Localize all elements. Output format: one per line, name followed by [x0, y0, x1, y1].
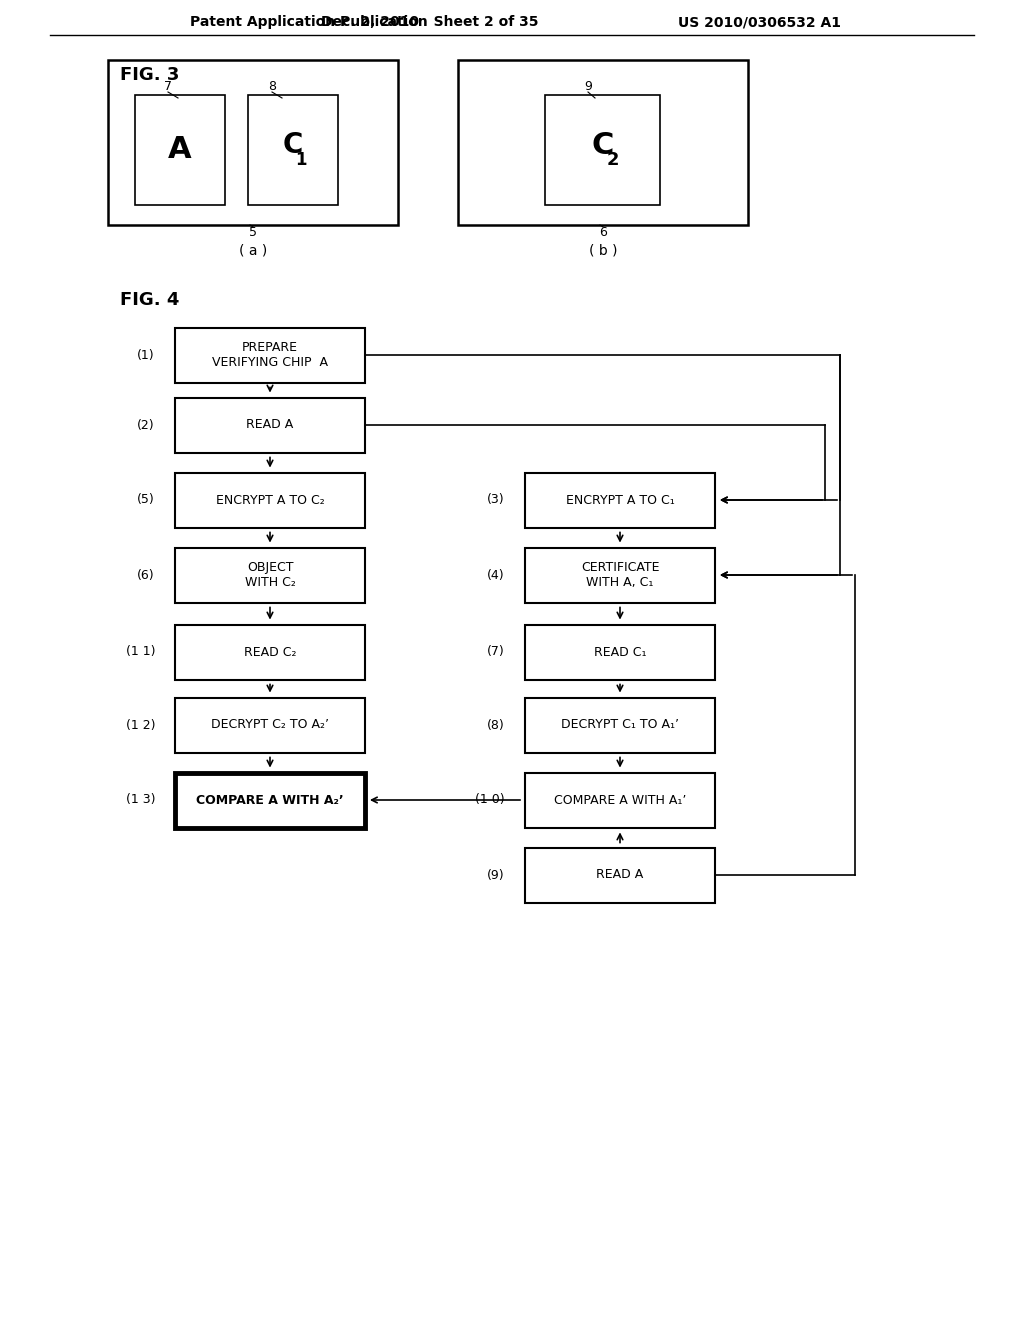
Text: (2): (2)	[137, 418, 155, 432]
Text: 1: 1	[295, 150, 307, 169]
Bar	[175, 397, 365, 453]
Text: (4): (4)	[487, 569, 505, 582]
Bar	[175, 624, 365, 680]
Text: Patent Application Publication: Patent Application Publication	[190, 15, 428, 29]
Bar	[135, 95, 225, 205]
Bar	[248, 95, 338, 205]
Bar	[525, 473, 715, 528]
Text: ENCRYPT A TO C₁: ENCRYPT A TO C₁	[565, 494, 675, 507]
Text: (1 3): (1 3)	[126, 793, 155, 807]
Text: DECRYPT C₁ TO A₁’: DECRYPT C₁ TO A₁’	[561, 718, 679, 731]
Text: COMPARE A WITH A₁’: COMPARE A WITH A₁’	[554, 793, 686, 807]
Bar	[525, 624, 715, 680]
Text: READ C₂: READ C₂	[244, 645, 296, 659]
Text: 9: 9	[584, 81, 592, 94]
Text: PREPARE
VERIFYING CHIP  A: PREPARE VERIFYING CHIP A	[212, 341, 328, 370]
Bar	[175, 697, 365, 752]
Text: ( b ): ( b )	[589, 243, 617, 257]
Bar	[545, 95, 660, 205]
Bar	[175, 548, 365, 602]
Text: 5: 5	[249, 227, 257, 239]
Bar	[525, 697, 715, 752]
Text: READ A: READ A	[247, 418, 294, 432]
Bar	[175, 473, 365, 528]
Text: US 2010/0306532 A1: US 2010/0306532 A1	[679, 15, 842, 29]
Text: 6: 6	[599, 227, 607, 239]
Text: 2: 2	[606, 150, 618, 169]
Text: FIG. 4: FIG. 4	[120, 290, 179, 309]
Bar	[525, 847, 715, 903]
Text: FIG. 3: FIG. 3	[120, 66, 179, 84]
Text: (9): (9)	[487, 869, 505, 882]
Text: (7): (7)	[487, 645, 505, 659]
Bar	[458, 59, 748, 224]
Text: Dec. 2, 2010   Sheet 2 of 35: Dec. 2, 2010 Sheet 2 of 35	[322, 15, 539, 29]
Text: ( a ): ( a )	[239, 243, 267, 257]
Text: CERTIFICATE
WITH A, C₁: CERTIFICATE WITH A, C₁	[581, 561, 659, 589]
Bar	[175, 772, 365, 828]
Bar	[525, 772, 715, 828]
Text: 8: 8	[268, 81, 276, 94]
Bar	[175, 327, 365, 383]
Text: C: C	[283, 131, 303, 158]
Text: A: A	[168, 136, 191, 165]
Text: (1 2): (1 2)	[126, 718, 155, 731]
Text: (8): (8)	[487, 718, 505, 731]
Text: (5): (5)	[137, 494, 155, 507]
Text: ENCRYPT A TO C₂: ENCRYPT A TO C₂	[216, 494, 325, 507]
Text: COMPARE A WITH A₂’: COMPARE A WITH A₂’	[197, 793, 344, 807]
Text: DECRYPT C₂ TO A₂’: DECRYPT C₂ TO A₂’	[211, 718, 329, 731]
Text: READ C₁: READ C₁	[594, 645, 646, 659]
Text: 7: 7	[164, 81, 172, 94]
Text: (1 1): (1 1)	[126, 645, 155, 659]
Bar	[525, 548, 715, 602]
Bar	[108, 59, 398, 224]
Text: (3): (3)	[487, 494, 505, 507]
Text: OBJECT
WITH C₂: OBJECT WITH C₂	[245, 561, 296, 589]
Text: READ A: READ A	[596, 869, 644, 882]
Text: C: C	[591, 131, 613, 160]
Text: (6): (6)	[137, 569, 155, 582]
Text: (1): (1)	[137, 348, 155, 362]
Text: (1 0): (1 0)	[475, 793, 505, 807]
